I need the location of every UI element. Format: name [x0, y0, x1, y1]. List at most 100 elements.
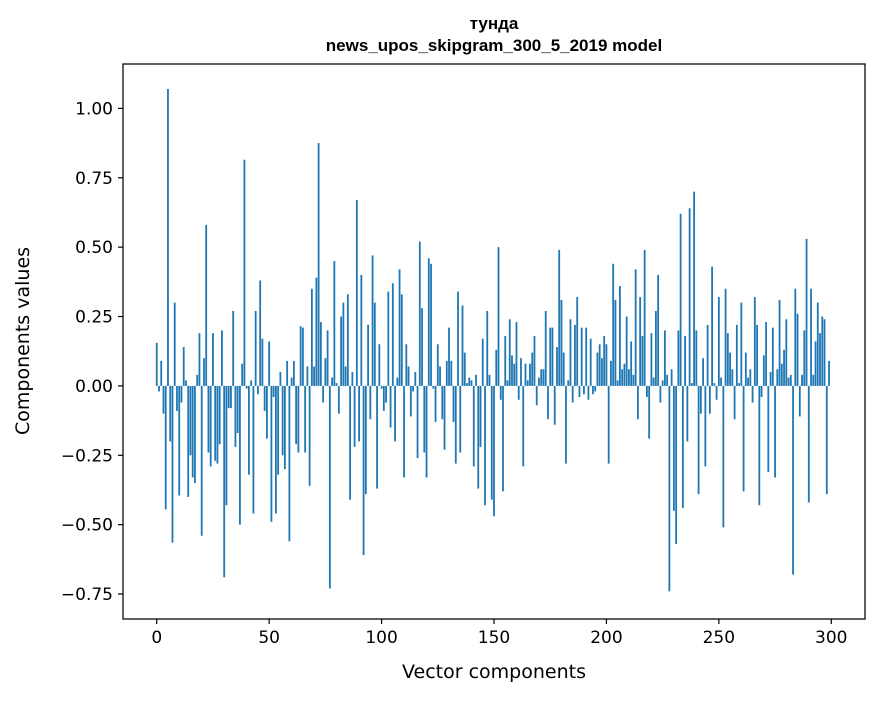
- bar: [702, 358, 705, 386]
- bar: [621, 369, 624, 386]
- bar: [488, 374, 491, 386]
- bar: [283, 385, 286, 470]
- bar: [196, 374, 199, 386]
- bar: [239, 385, 241, 525]
- bar: [301, 327, 304, 386]
- bar: [574, 324, 576, 386]
- bar: [783, 349, 785, 386]
- y-tick-label: 0.00: [75, 377, 113, 397]
- bar: [659, 385, 662, 403]
- x-tick-label: 0: [151, 628, 162, 648]
- bar: [547, 385, 549, 420]
- bar: [787, 377, 790, 386]
- bar: [744, 352, 747, 386]
- bar: [443, 385, 446, 450]
- bar: [661, 380, 664, 386]
- bar: [322, 385, 325, 403]
- bar: [751, 385, 754, 403]
- bar: [601, 358, 603, 386]
- bar: [529, 363, 531, 386]
- bar: [445, 360, 448, 386]
- bar: [713, 383, 716, 386]
- bar: [398, 269, 401, 386]
- bar: [236, 385, 239, 434]
- bar: [248, 385, 250, 475]
- bar: [313, 366, 316, 386]
- bar: [504, 335, 507, 386]
- bar: [628, 369, 630, 386]
- bar: [232, 310, 235, 386]
- bar: [203, 358, 205, 386]
- bar: [234, 385, 237, 447]
- bar: [610, 360, 612, 386]
- bar: [391, 283, 394, 386]
- bar: [576, 297, 579, 386]
- bar: [681, 385, 684, 508]
- bar: [484, 385, 486, 506]
- bar: [592, 385, 594, 395]
- bar: [641, 335, 644, 386]
- bar: [823, 319, 826, 386]
- bar: [218, 385, 221, 445]
- bar: [227, 385, 230, 409]
- bar: [585, 327, 588, 386]
- bar: [807, 385, 810, 503]
- bar: [306, 366, 309, 386]
- bar: [762, 355, 765, 386]
- bar: [738, 383, 740, 386]
- bar: [275, 385, 277, 514]
- bar: [160, 360, 163, 386]
- bar: [346, 294, 349, 386]
- bar: [324, 358, 327, 386]
- bar: [457, 291, 459, 386]
- bar: [663, 330, 666, 386]
- bar: [360, 274, 363, 386]
- bar: [677, 330, 680, 386]
- bar: [180, 385, 183, 403]
- bar: [162, 385, 165, 414]
- bar: [695, 330, 698, 386]
- bar: [439, 366, 441, 386]
- bar: [225, 385, 228, 506]
- x-axis-label: Vector components: [402, 661, 586, 683]
- bar: [241, 363, 244, 386]
- bar: [371, 255, 374, 386]
- bar: [607, 385, 610, 464]
- bar: [403, 385, 405, 478]
- bar: [497, 247, 500, 386]
- bar: [531, 352, 534, 386]
- bar: [511, 355, 513, 386]
- bar: [747, 377, 749, 386]
- bar: [407, 366, 410, 386]
- bar: [364, 385, 367, 495]
- y-tick-label: −0.25: [61, 446, 113, 466]
- bar: [587, 385, 590, 400]
- bar: [603, 335, 606, 386]
- bar: [266, 385, 268, 439]
- bar: [619, 286, 621, 386]
- bar: [729, 352, 731, 386]
- bar: [272, 385, 275, 397]
- bar: [522, 385, 525, 467]
- bar: [263, 385, 266, 411]
- bar: [535, 385, 538, 406]
- bar: [684, 335, 687, 386]
- y-tick-label: −0.50: [61, 516, 113, 536]
- bar: [756, 324, 758, 386]
- bar: [270, 385, 273, 522]
- bar: [281, 385, 284, 456]
- bar: [342, 302, 345, 386]
- x-axis-ticks: 0 50 100 150 200 250 300: [151, 619, 847, 648]
- bar: [767, 385, 770, 472]
- bar: [708, 385, 711, 414]
- y-axis-ticks: −0.75 −0.50 −0.25 0.00 0.25 0.50 0.75 1.00: [61, 99, 123, 605]
- bar: [252, 385, 255, 514]
- bar: [819, 333, 821, 386]
- bar: [722, 385, 725, 528]
- bar: [382, 385, 385, 411]
- bar: [803, 330, 806, 386]
- bar: [778, 299, 781, 386]
- bar: [396, 377, 399, 386]
